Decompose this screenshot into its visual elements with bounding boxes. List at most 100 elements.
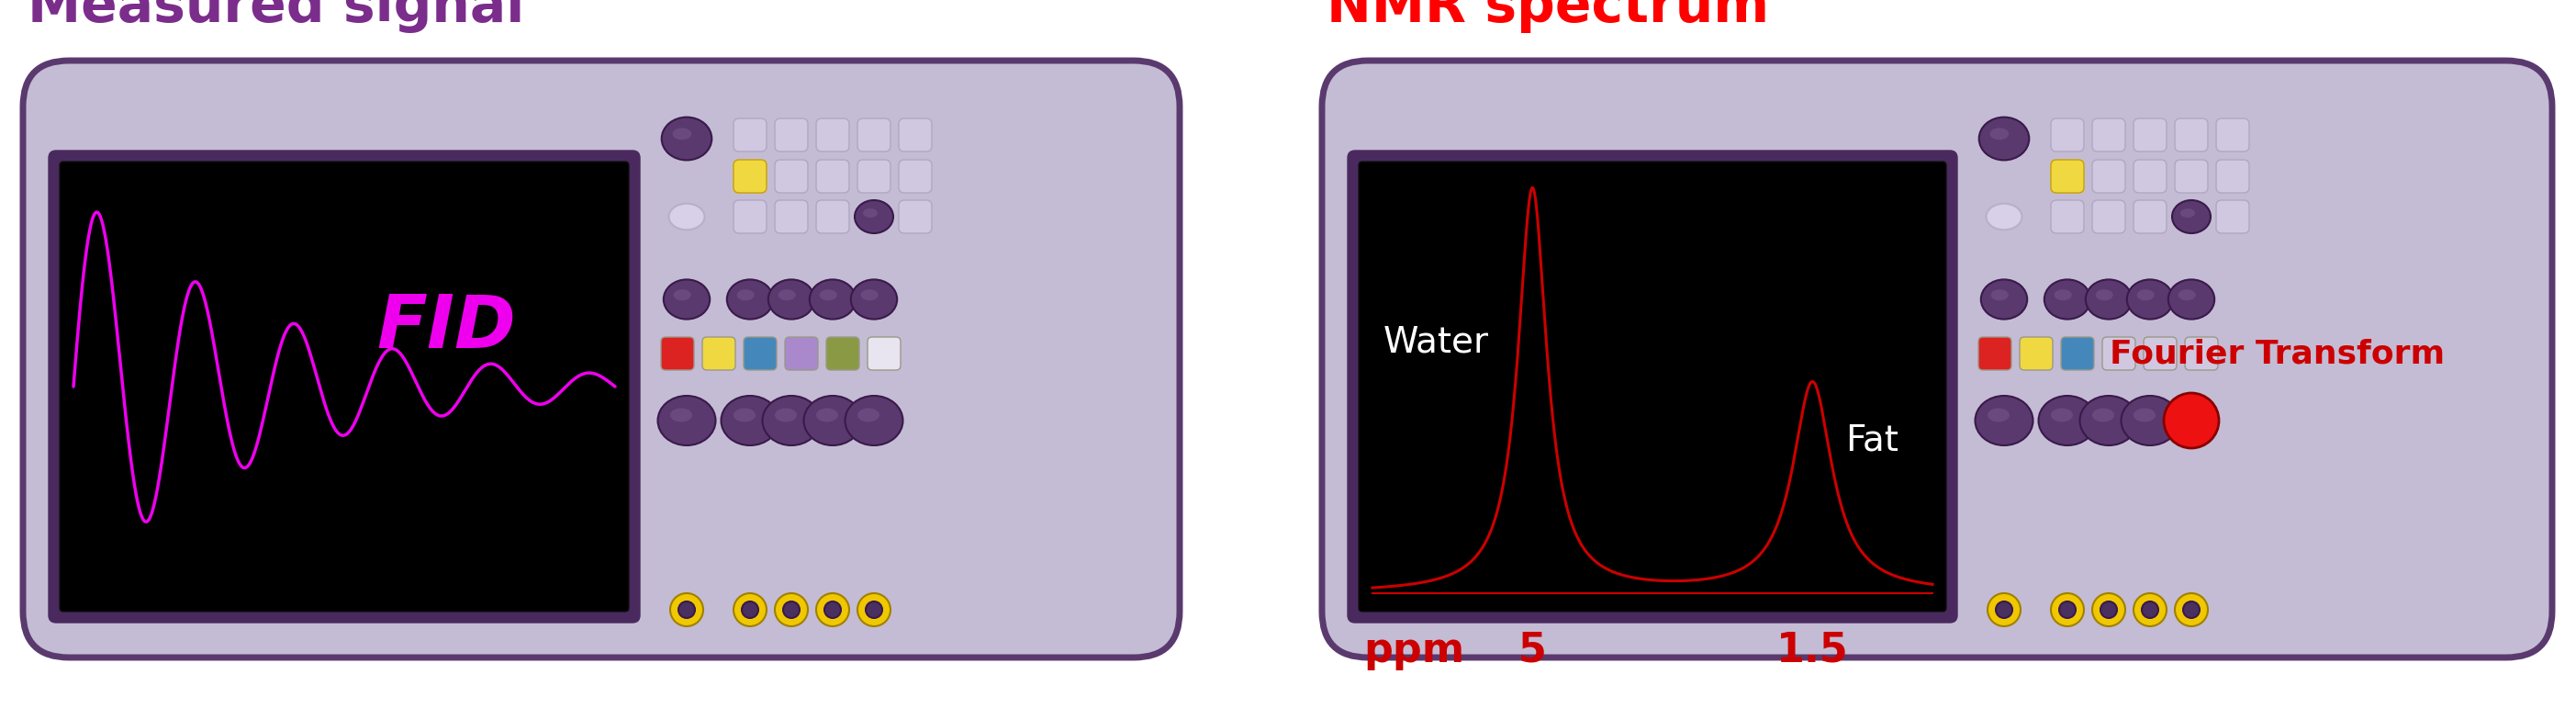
Circle shape bbox=[2182, 602, 2200, 618]
Ellipse shape bbox=[2038, 396, 2097, 445]
Text: 1.5: 1.5 bbox=[1777, 630, 1850, 670]
FancyBboxPatch shape bbox=[2143, 337, 2177, 370]
Circle shape bbox=[2092, 593, 2125, 627]
Text: NMR spectrum: NMR spectrum bbox=[1327, 0, 1770, 33]
Circle shape bbox=[1996, 602, 2012, 618]
FancyBboxPatch shape bbox=[899, 118, 933, 152]
FancyBboxPatch shape bbox=[2020, 337, 2053, 370]
Ellipse shape bbox=[817, 409, 837, 422]
Ellipse shape bbox=[670, 409, 693, 422]
Ellipse shape bbox=[809, 280, 855, 319]
Text: 5: 5 bbox=[1517, 630, 1546, 670]
Ellipse shape bbox=[2179, 290, 2195, 300]
Ellipse shape bbox=[1976, 396, 2032, 445]
Circle shape bbox=[2174, 593, 2208, 627]
Circle shape bbox=[2164, 393, 2218, 448]
FancyBboxPatch shape bbox=[1358, 161, 1947, 612]
FancyBboxPatch shape bbox=[775, 118, 809, 152]
FancyBboxPatch shape bbox=[858, 118, 891, 152]
Circle shape bbox=[734, 593, 768, 627]
Ellipse shape bbox=[2138, 290, 2154, 300]
FancyBboxPatch shape bbox=[2215, 200, 2249, 233]
Text: ppm: ppm bbox=[1363, 630, 1463, 670]
Ellipse shape bbox=[1989, 409, 2009, 422]
Circle shape bbox=[1989, 593, 2020, 627]
Circle shape bbox=[2058, 602, 2076, 618]
Circle shape bbox=[742, 602, 757, 618]
FancyBboxPatch shape bbox=[734, 118, 768, 152]
Text: Measured signal: Measured signal bbox=[28, 0, 526, 33]
Circle shape bbox=[783, 602, 799, 618]
Ellipse shape bbox=[2087, 280, 2133, 319]
FancyBboxPatch shape bbox=[775, 160, 809, 193]
Circle shape bbox=[677, 602, 696, 618]
Circle shape bbox=[670, 593, 703, 627]
Ellipse shape bbox=[670, 204, 706, 230]
Circle shape bbox=[866, 602, 881, 618]
Ellipse shape bbox=[1986, 204, 2022, 230]
FancyBboxPatch shape bbox=[662, 337, 693, 370]
Circle shape bbox=[2141, 602, 2159, 618]
Ellipse shape bbox=[858, 409, 878, 422]
Ellipse shape bbox=[860, 290, 878, 300]
FancyBboxPatch shape bbox=[59, 161, 629, 612]
Circle shape bbox=[858, 593, 891, 627]
Text: Fourier Transform: Fourier Transform bbox=[2110, 338, 2445, 369]
FancyBboxPatch shape bbox=[817, 118, 850, 152]
FancyBboxPatch shape bbox=[2092, 118, 2125, 152]
FancyBboxPatch shape bbox=[2184, 337, 2218, 370]
Text: FID: FID bbox=[376, 292, 515, 364]
Ellipse shape bbox=[863, 208, 878, 217]
FancyBboxPatch shape bbox=[49, 151, 639, 622]
FancyBboxPatch shape bbox=[1321, 61, 2553, 658]
FancyBboxPatch shape bbox=[2133, 160, 2166, 193]
Ellipse shape bbox=[762, 396, 819, 445]
Ellipse shape bbox=[734, 409, 755, 422]
Ellipse shape bbox=[2079, 396, 2138, 445]
Ellipse shape bbox=[778, 290, 796, 300]
Ellipse shape bbox=[2128, 280, 2174, 319]
Ellipse shape bbox=[845, 396, 902, 445]
Circle shape bbox=[775, 593, 809, 627]
FancyBboxPatch shape bbox=[899, 160, 933, 193]
Ellipse shape bbox=[819, 290, 837, 300]
Ellipse shape bbox=[672, 128, 690, 140]
FancyBboxPatch shape bbox=[2133, 118, 2166, 152]
FancyBboxPatch shape bbox=[2133, 200, 2166, 233]
FancyBboxPatch shape bbox=[2215, 160, 2249, 193]
Text: Fat: Fat bbox=[1844, 423, 1899, 458]
Ellipse shape bbox=[1978, 117, 2030, 160]
Ellipse shape bbox=[855, 200, 894, 233]
Ellipse shape bbox=[2050, 409, 2074, 422]
Ellipse shape bbox=[657, 396, 716, 445]
FancyBboxPatch shape bbox=[827, 337, 860, 370]
FancyBboxPatch shape bbox=[2050, 118, 2084, 152]
Ellipse shape bbox=[850, 280, 896, 319]
Ellipse shape bbox=[726, 280, 773, 319]
FancyBboxPatch shape bbox=[2092, 160, 2125, 193]
Ellipse shape bbox=[662, 117, 711, 160]
FancyBboxPatch shape bbox=[2174, 118, 2208, 152]
Circle shape bbox=[817, 593, 850, 627]
Ellipse shape bbox=[775, 409, 796, 422]
FancyBboxPatch shape bbox=[817, 200, 850, 233]
Circle shape bbox=[2099, 602, 2117, 618]
Ellipse shape bbox=[2169, 280, 2215, 319]
FancyBboxPatch shape bbox=[868, 337, 902, 370]
FancyBboxPatch shape bbox=[1978, 337, 2012, 370]
Circle shape bbox=[2050, 593, 2084, 627]
Ellipse shape bbox=[2179, 208, 2195, 217]
Ellipse shape bbox=[1989, 128, 2009, 140]
FancyBboxPatch shape bbox=[703, 337, 734, 370]
Ellipse shape bbox=[2045, 280, 2092, 319]
FancyBboxPatch shape bbox=[2215, 118, 2249, 152]
FancyBboxPatch shape bbox=[744, 337, 775, 370]
Ellipse shape bbox=[768, 280, 814, 319]
FancyBboxPatch shape bbox=[775, 200, 809, 233]
FancyBboxPatch shape bbox=[817, 160, 850, 193]
Ellipse shape bbox=[2172, 200, 2210, 233]
FancyBboxPatch shape bbox=[858, 160, 891, 193]
Ellipse shape bbox=[804, 396, 860, 445]
FancyBboxPatch shape bbox=[2050, 200, 2084, 233]
Ellipse shape bbox=[1991, 290, 2009, 300]
